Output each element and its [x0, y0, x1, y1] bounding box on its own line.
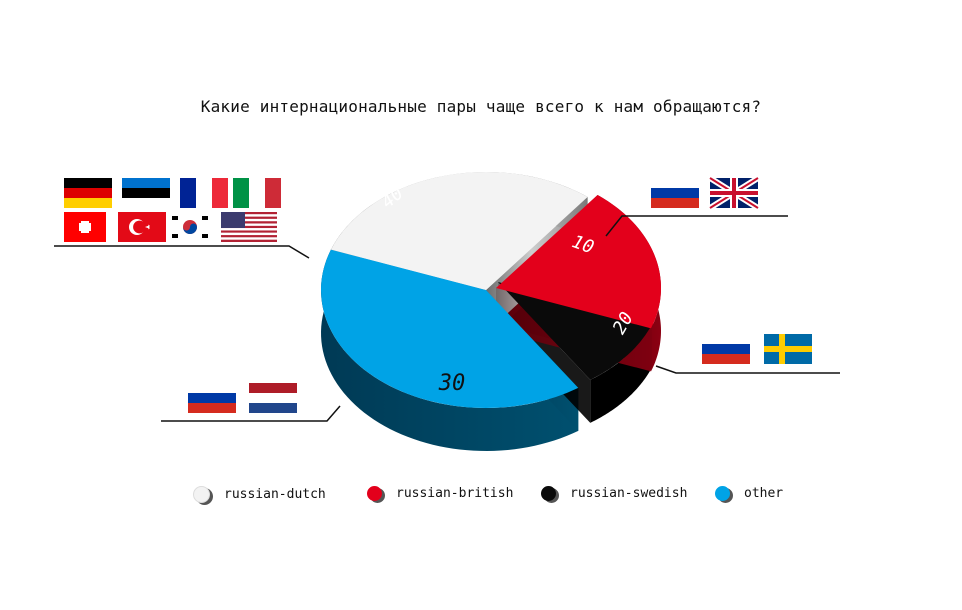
legend-label: other: [744, 486, 784, 501]
flag-usa-icon: [221, 212, 277, 242]
legend-swatch: [193, 486, 210, 503]
flag-netherlands-icon: [249, 383, 297, 413]
legend-label: russian-swedish: [570, 486, 688, 501]
legend-swatch: [541, 486, 556, 501]
chart-title: Какие интернациональные пары чаще всего …: [200, 97, 762, 116]
flag-switzerland-icon: [64, 212, 106, 242]
leader-line-other: [54, 245, 310, 259]
legend-label: russian-british: [396, 486, 514, 501]
legend-item-russian-swedish: russian-swedish: [541, 486, 687, 501]
slice-russian-swedish: [498, 282, 654, 380]
legend-label: russian-dutch: [224, 487, 326, 502]
flags: [64, 175, 812, 413]
flag-italy-icon: [233, 178, 281, 208]
legend-item-russian-british: russian-british: [367, 486, 513, 501]
slice-russian-dutch: [330, 172, 588, 290]
legend-swatch: [715, 486, 730, 501]
slice-side-other: [321, 249, 579, 451]
leader-line-russian-dutch: [161, 405, 341, 422]
data-label-russian-dutch: 30: [438, 371, 466, 396]
flag-france-icon: [180, 178, 228, 208]
chart-legend: russian-dutch russian-british russian-sw…: [0, 486, 962, 508]
flag-estonia-icon: [122, 178, 170, 208]
flag-russia-icon: [702, 334, 750, 364]
flag-russia-icon: [188, 383, 236, 413]
leader-line-russian-british: [655, 365, 840, 374]
flag-germany-icon: [64, 178, 112, 208]
legend-item-russian-dutch: russian-dutch: [193, 486, 326, 503]
flag-turkey-icon: [118, 212, 166, 242]
flag-south-korea-icon: [169, 212, 211, 242]
slice-russian-british: [496, 195, 661, 329]
leader-lines: [54, 215, 840, 422]
leader-line-russian-swedish: [605, 215, 788, 237]
legend-item-other: other: [715, 486, 783, 501]
flag-russia-icon: [651, 178, 699, 208]
flag-sweden-icon: [764, 334, 812, 364]
slice-other: [320, 249, 579, 409]
legend-swatch: [367, 486, 382, 501]
pie-slices: [320, 172, 661, 451]
flag-united-kingdom-icon: [708, 175, 760, 211]
